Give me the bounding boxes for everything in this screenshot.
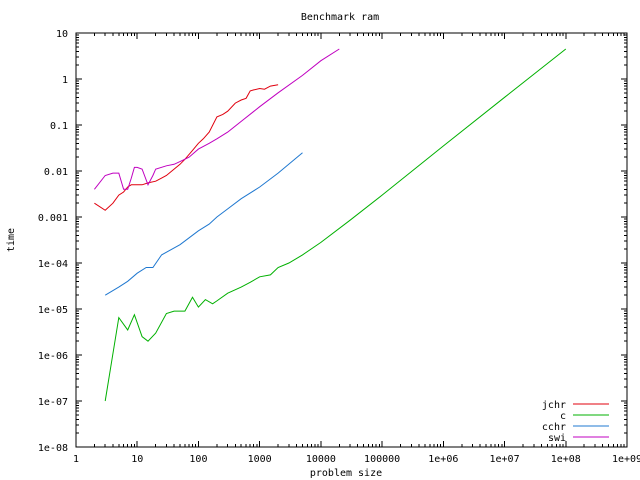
- series-line-c: [104, 48, 567, 402]
- x-axis-ticks: 1 10 100 1000 10000 100000 1e+06 1e+07 1e+08 1e+0…: [73, 33, 640, 465]
- legend-label-c: c: [560, 411, 566, 422]
- x-tick-label: 1e+08: [551, 454, 581, 465]
- y-tick-label: 1e-05: [38, 305, 68, 316]
- x-tick-label: 100: [189, 454, 207, 465]
- x-tick-label: 1: [73, 454, 79, 465]
- y-tick-label: 1e-04: [38, 259, 68, 270]
- plot-axes: [75, 32, 628, 448]
- y-axis-ticks: 1e-08 1e-07 1e-06 1e-05 1e-04 0.001 0.01 0.1 1 10: [38, 29, 627, 454]
- legend-label-swi: swi: [548, 433, 566, 444]
- y-axis-label: time: [6, 228, 17, 252]
- series-layer: [94, 48, 567, 402]
- plot-frame: [75, 32, 628, 448]
- y-tick-label: 10: [56, 29, 68, 40]
- y-tick-label: 1e-07: [38, 397, 68, 408]
- y-tick-label: 1: [62, 75, 68, 86]
- series-line-swi: [94, 48, 340, 190]
- x-tick-label: 1e+06: [428, 454, 458, 465]
- x-axis-label: problem size: [310, 468, 382, 479]
- x-tick-label: 1e+09: [612, 454, 640, 465]
- chart-title: Benchmark ram: [301, 12, 379, 23]
- y-tick-label: 0.1: [50, 121, 68, 132]
- x-tick-label: 10: [131, 454, 143, 465]
- x-tick-label: 100000: [364, 454, 400, 465]
- legend-label-jchr: jchr: [542, 400, 566, 411]
- series-line-jchr: [94, 84, 279, 211]
- y-tick-label: 0.01: [44, 167, 68, 178]
- y-tick-label: 1e-08: [38, 443, 68, 454]
- y-tick-label: 0.001: [38, 213, 68, 224]
- y-tick-label: 1e-06: [38, 351, 68, 362]
- x-tick-label: 1e+07: [490, 454, 520, 465]
- series-line-cchr: [104, 152, 303, 296]
- x-tick-label: 10000: [306, 454, 336, 465]
- legend-label-cchr: cchr: [542, 422, 566, 433]
- x-tick-label: 1000: [248, 454, 272, 465]
